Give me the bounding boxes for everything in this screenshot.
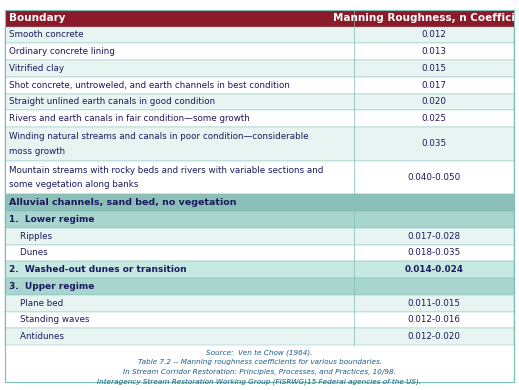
- Text: Vitrified clay: Vitrified clay: [9, 64, 64, 73]
- Text: 0.018-0.035: 0.018-0.035: [407, 248, 460, 257]
- Text: 2.  Washed-out dunes or transition: 2. Washed-out dunes or transition: [9, 265, 187, 274]
- Text: 0.035: 0.035: [421, 139, 446, 149]
- FancyBboxPatch shape: [5, 43, 514, 60]
- FancyBboxPatch shape: [5, 94, 514, 110]
- Text: Standing waves: Standing waves: [9, 316, 90, 324]
- Text: 0.011-0.015: 0.011-0.015: [407, 299, 460, 308]
- Text: Table 7.2 -- Manning roughness coefficients for various boundaries.: Table 7.2 -- Manning roughness coefficie…: [138, 359, 381, 365]
- Text: Straight unlined earth canals in good condition: Straight unlined earth canals in good co…: [9, 98, 215, 106]
- Text: some vegetation along banks: some vegetation along banks: [9, 180, 139, 189]
- Text: moss growth: moss growth: [9, 147, 65, 156]
- FancyBboxPatch shape: [5, 228, 514, 245]
- FancyBboxPatch shape: [5, 77, 514, 94]
- Text: Ripples: Ripples: [9, 232, 52, 241]
- FancyBboxPatch shape: [5, 211, 514, 228]
- FancyBboxPatch shape: [5, 328, 514, 345]
- Text: In Stream Corridor Restoration: Principles, Processes, and Practices, 10/98.: In Stream Corridor Restoration: Principl…: [123, 369, 396, 375]
- Text: Manning Roughness, ​n Coefficient: Manning Roughness, ​n Coefficient: [333, 13, 519, 23]
- FancyBboxPatch shape: [5, 127, 514, 161]
- Text: Alluvial channels, sand bed, no vegetation: Alluvial channels, sand bed, no vegetati…: [9, 198, 237, 207]
- FancyBboxPatch shape: [5, 312, 514, 328]
- Text: Ordinary concrete lining: Ordinary concrete lining: [9, 47, 115, 56]
- Text: 0.012-0.020: 0.012-0.020: [407, 332, 460, 341]
- Text: Dunes: Dunes: [9, 248, 48, 257]
- Text: 0.015: 0.015: [421, 64, 446, 73]
- Text: Interagency Stream Restoration Working Group (FISRWG)15 Federal agencies of the : Interagency Stream Restoration Working G…: [98, 378, 421, 385]
- Text: Boundary: Boundary: [9, 13, 66, 23]
- Text: 0.020: 0.020: [421, 98, 446, 106]
- Text: Source:  Ven te Chow (1964).: Source: Ven te Chow (1964).: [206, 350, 313, 356]
- Text: 0.017: 0.017: [421, 81, 446, 90]
- FancyBboxPatch shape: [5, 194, 514, 211]
- FancyBboxPatch shape: [5, 27, 514, 43]
- FancyBboxPatch shape: [5, 278, 514, 295]
- Text: 0.017-0.028: 0.017-0.028: [407, 232, 460, 241]
- Text: 0.012-0.016: 0.012-0.016: [407, 316, 460, 324]
- Text: 0.014-0.024: 0.014-0.024: [404, 265, 463, 274]
- FancyBboxPatch shape: [5, 110, 514, 127]
- Text: Mountain streams with rocky beds and rivers with variable sections and: Mountain streams with rocky beds and riv…: [9, 166, 324, 175]
- FancyBboxPatch shape: [5, 60, 514, 77]
- Text: 0.025: 0.025: [421, 114, 446, 123]
- Text: 0.013: 0.013: [421, 47, 446, 56]
- Text: 0.012: 0.012: [421, 30, 446, 39]
- Text: Antidunes: Antidunes: [9, 332, 64, 341]
- Text: 0.040-0.050: 0.040-0.050: [407, 173, 460, 182]
- Text: 3.  Upper regime: 3. Upper regime: [9, 282, 94, 291]
- Text: Winding natural streams and canals in poor condition—considerable: Winding natural streams and canals in po…: [9, 132, 309, 141]
- Text: Plane bed: Plane bed: [9, 299, 64, 308]
- Text: 1.  Lower regime: 1. Lower regime: [9, 215, 95, 224]
- FancyBboxPatch shape: [5, 10, 514, 27]
- Text: Smooth concrete: Smooth concrete: [9, 30, 84, 39]
- FancyBboxPatch shape: [5, 295, 514, 312]
- FancyBboxPatch shape: [5, 245, 514, 261]
- FancyBboxPatch shape: [5, 161, 514, 194]
- Text: Rivers and earth canals in fair condition—some growth: Rivers and earth canals in fair conditio…: [9, 114, 250, 123]
- FancyBboxPatch shape: [5, 261, 514, 278]
- Text: Shot concrete, untroweled, and earth channels in best condition: Shot concrete, untroweled, and earth cha…: [9, 81, 290, 90]
